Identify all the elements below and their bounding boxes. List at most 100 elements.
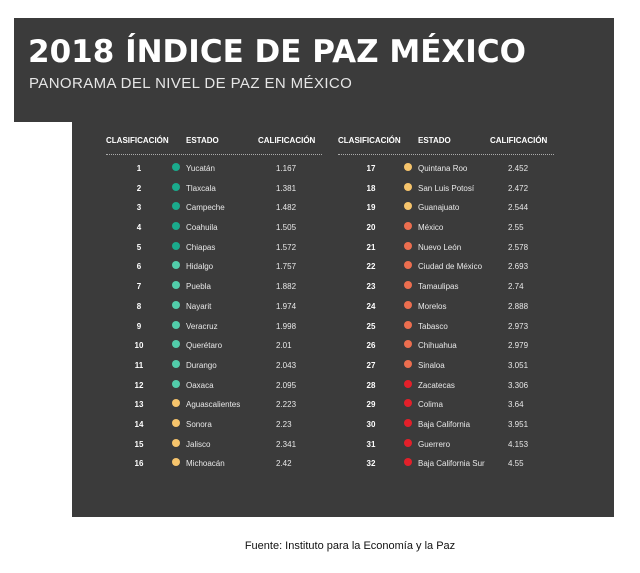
rank-value: 11 [134, 360, 144, 370]
state-name: Jalisco [186, 439, 211, 449]
state-name: Morelos [418, 301, 447, 311]
table-row: 26 Chihuahua 2.979 [338, 336, 554, 356]
state-name: Oaxaca [186, 380, 214, 390]
state-name: Chihuahua [418, 341, 457, 351]
state-name: México [418, 223, 444, 233]
ranking-column-right: CLASIFICACIÓN ESTADO CALIFICACIÓN 17 Quin… [338, 132, 554, 474]
table-row: 27 Sinaloa 3.051 [338, 356, 554, 376]
rank-value: 9 [136, 321, 142, 331]
header-score: CALIFICACIÓN [258, 136, 316, 145]
level-dot-icon [404, 379, 412, 388]
level-dot-icon [172, 458, 180, 467]
score-value: 1.998 [276, 321, 297, 331]
table-row: 3 Campeche 1.482 [106, 198, 322, 218]
rank-value: 12 [134, 380, 144, 390]
score-value: 2.01 [276, 341, 292, 351]
table-row: 19 Guanajuato 2.544 [338, 198, 554, 218]
level-dot-icon [172, 438, 180, 447]
state-name: Baja California Sur [418, 459, 485, 469]
score-value: 2.693 [508, 262, 529, 272]
state-name: Zacatecas [418, 380, 455, 390]
level-dot-icon [172, 399, 180, 408]
table-row: 20 México 2.55 [338, 218, 554, 238]
table-row: 28 Zacatecas 3.306 [338, 376, 554, 396]
level-dot-icon [172, 418, 180, 427]
level-dot-icon [404, 300, 412, 309]
rank-value: 7 [136, 282, 142, 292]
state-name: Sonora [186, 419, 212, 429]
score-value: 2.341 [276, 439, 297, 449]
score-value: 1.167 [276, 164, 297, 173]
state-name: Baja California [418, 419, 471, 429]
score-value: 2.544 [508, 203, 529, 213]
table-row: 25 Tabasco 2.973 [338, 317, 554, 337]
score-value: 4.153 [508, 439, 529, 449]
level-dot-icon [172, 261, 180, 270]
table-row: 29 Colima 3.64 [338, 395, 554, 415]
column-header: CLASIFICACIÓN ESTADO CALIFICACIÓN [338, 132, 554, 155]
table-row: 14 Sonora 2.23 [106, 415, 322, 435]
score-value: 2.888 [508, 301, 529, 311]
score-value: 1.974 [276, 301, 297, 311]
level-dot-icon [172, 241, 180, 250]
rank-value: 29 [366, 400, 376, 410]
score-value: 2.979 [508, 341, 529, 351]
table-row: 1 Yucatán 1.167 [106, 159, 322, 179]
score-value: 1.482 [276, 203, 297, 213]
table-row: 17 Quintana Roo 2.452 [338, 159, 554, 179]
rank-value: 15 [134, 439, 144, 449]
table-row: 16 Michoacán 2.42 [106, 454, 322, 474]
level-dot-icon [172, 163, 180, 171]
header-rank: CLASIFICACIÓN [338, 136, 401, 145]
state-name: Yucatán [186, 164, 215, 173]
level-dot-icon [172, 222, 180, 231]
source-caption: Fuente: Instituto para la Economía y la … [0, 540, 640, 552]
level-dot-icon [404, 281, 412, 290]
rank-value: 6 [136, 262, 142, 272]
state-name: Michoacán [186, 459, 225, 469]
header-banner: 2018 ÍNDICE DE PAZ MÉXICO PANORAMA DEL N… [14, 18, 614, 122]
ranking-rows: 1 Yucatán 1.167 2 Tlaxcala 1.381 3 Campeche 1.48… [106, 155, 322, 474]
rank-value: 8 [136, 301, 142, 311]
level-dot-icon [172, 340, 180, 349]
table-row: 8 Nayarit 1.974 [106, 297, 322, 317]
score-value: 1.381 [276, 183, 297, 193]
score-value: 2.973 [508, 321, 529, 331]
table-row: 6 Hidalgo 1.757 [106, 257, 322, 277]
state-name: Coahuila [186, 223, 218, 233]
state-name: San Luis Potosí [418, 183, 475, 193]
level-dot-icon [404, 418, 412, 427]
level-dot-icon [404, 320, 412, 329]
table-row: 21 Nuevo León 2.578 [338, 238, 554, 258]
state-name: Nuevo León [418, 242, 462, 252]
rank-value: 30 [366, 419, 376, 429]
rank-value: 24 [366, 301, 376, 311]
rank-value: 23 [366, 282, 376, 292]
state-name: Colima [418, 400, 443, 410]
table-row: 22 Ciudad de México 2.693 [338, 257, 554, 277]
level-dot-icon [172, 202, 180, 211]
state-name: Ciudad de México [418, 262, 483, 272]
state-name: Hidalgo [186, 262, 214, 272]
rank-value: 3 [136, 203, 142, 213]
state-name: Chiapas [186, 242, 216, 252]
rank-value: 5 [136, 242, 142, 252]
rank-value: 19 [366, 203, 376, 213]
table-row: 10 Querétaro 2.01 [106, 336, 322, 356]
ranking-table: CLASIFICACIÓN ESTADO CALIFICACIÓN 1 Yucat… [72, 122, 614, 517]
state-name: Puebla [186, 282, 211, 292]
level-dot-icon [172, 379, 180, 388]
rank-value: 27 [366, 360, 376, 370]
header-rank: CLASIFICACIÓN [106, 136, 169, 145]
page-subtitle: PANORAMA DEL NIVEL DE PAZ EN MÉXICO [29, 75, 353, 92]
page-title: 2018 ÍNDICE DE PAZ MÉXICO [28, 34, 526, 70]
table-row: 11 Durango 2.043 [106, 356, 322, 376]
level-dot-icon [172, 300, 180, 309]
header-state: ESTADO [418, 136, 451, 145]
table-row: 7 Puebla 1.882 [106, 277, 322, 297]
rank-value: 14 [134, 419, 144, 429]
state-name: Guerrero [418, 439, 451, 449]
level-dot-icon [404, 222, 412, 231]
state-name: Durango [186, 360, 217, 370]
score-value: 1.572 [276, 242, 297, 252]
